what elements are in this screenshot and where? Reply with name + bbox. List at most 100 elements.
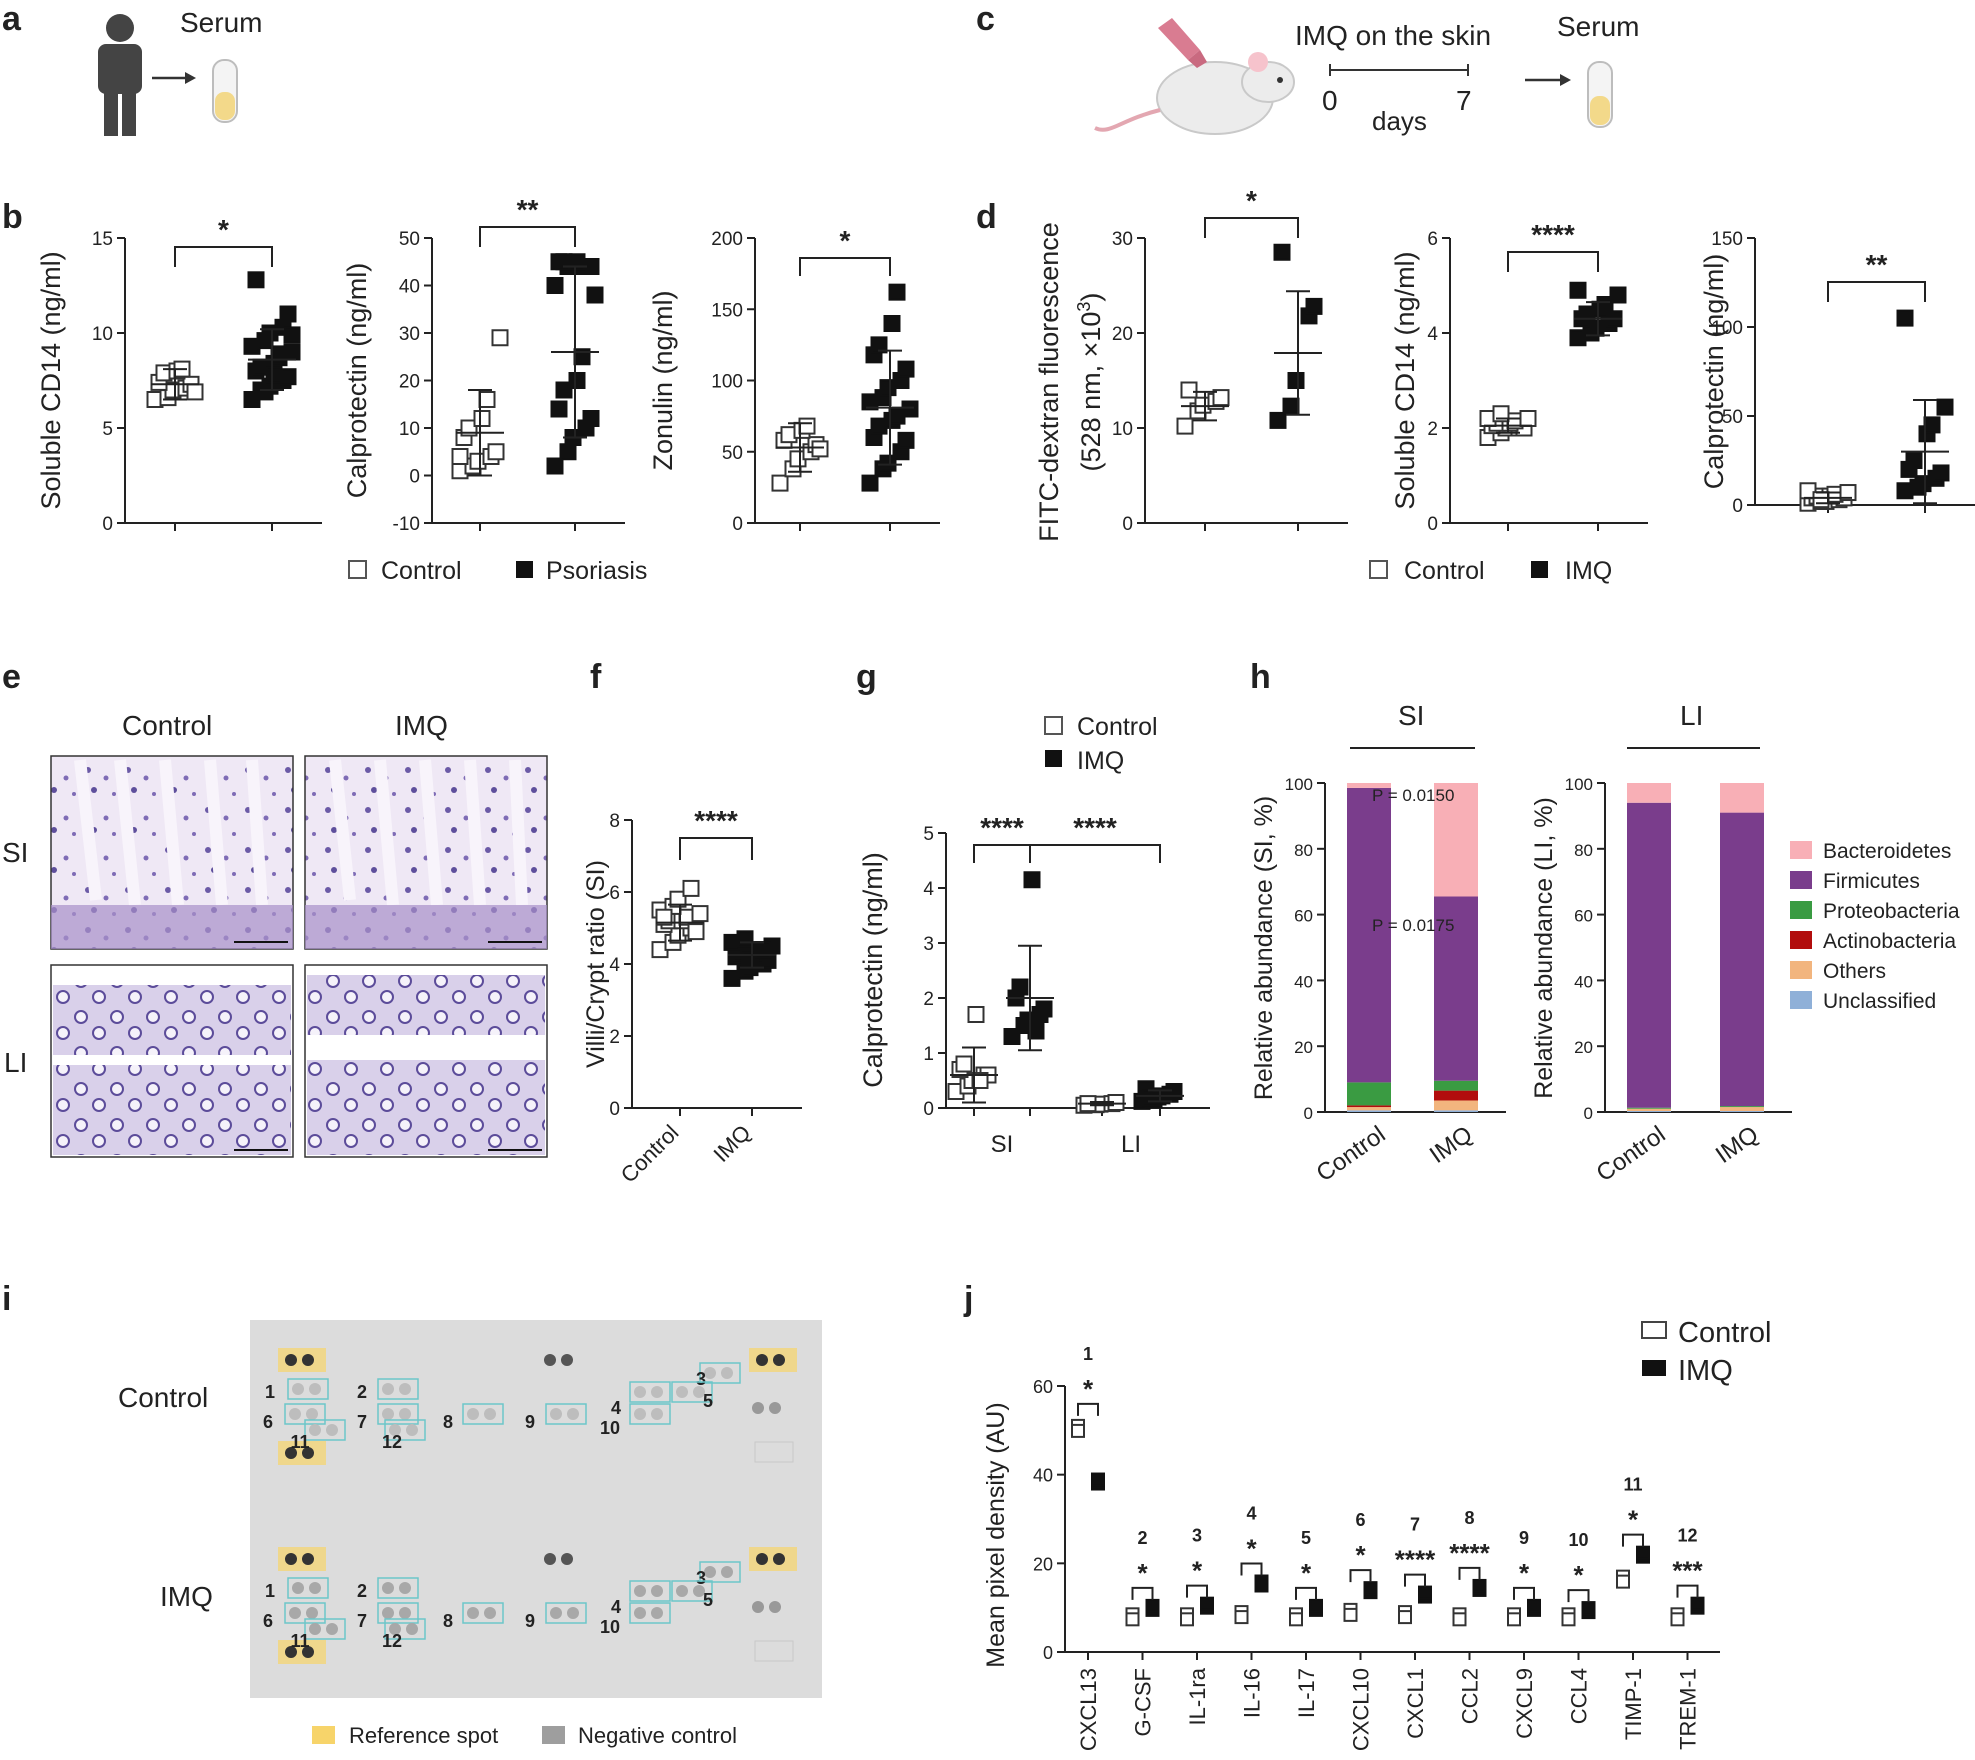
- chart-b-calprotectin: -10 0 10 20 30 40 50 Calprotectin (ng/ml) **: [342, 194, 625, 535]
- significance-bracket: [1404, 1573, 1426, 1587]
- array-spot: [326, 1424, 338, 1436]
- x-tick-label: CXCL10: [1349, 1668, 1374, 1751]
- reference-spot: [756, 1553, 768, 1565]
- legend-control-swatch: [1044, 716, 1063, 735]
- array-spot: [484, 1607, 496, 1619]
- bar-segment-actinobacteria: [1347, 1105, 1391, 1108]
- data-point-open: [1519, 410, 1537, 427]
- y-tick-label: 20: [1112, 324, 1133, 345]
- data-point-filled: [1527, 1598, 1541, 1613]
- panel-label-c: c: [976, 0, 995, 38]
- y-tick-label: 20: [1574, 1038, 1593, 1057]
- data-point-open: [1176, 417, 1194, 435]
- data-point-filled: [1363, 1581, 1378, 1596]
- legend-swatch-proteobacteria: [1790, 901, 1812, 919]
- legend-imq-label: IMQ: [1678, 1355, 1733, 1387]
- reference-label: Reference spot: [349, 1723, 498, 1748]
- e-si-label: SI: [2, 837, 28, 868]
- bar-segment-proteobacteria: [1720, 1106, 1764, 1108]
- array-spot: [561, 1553, 573, 1565]
- y-tick-label: 6: [609, 883, 620, 904]
- y-tick-label: 20: [1033, 1554, 1053, 1574]
- data-point-open: [473, 410, 491, 427]
- analyte-box: [377, 1602, 419, 1624]
- person-icon: [98, 14, 142, 136]
- chart-d-fitc-dextran: 0 10 20 30 FITC-dextran fluorescence (528 nm,…: [1034, 185, 1348, 542]
- y-tick-label: 50: [722, 443, 743, 464]
- data-point-filled: [568, 372, 586, 389]
- significance-label: ****: [1449, 1538, 1490, 1568]
- data-point-open: [1452, 1612, 1467, 1627]
- array-spot: [389, 1424, 401, 1436]
- data-point-filled: [1932, 464, 1950, 482]
- legend-imq-swatch: [1642, 1360, 1666, 1376]
- significance-label: ***: [1672, 1556, 1703, 1586]
- data-point-filled: [1035, 1000, 1053, 1018]
- data-point-filled: [1923, 416, 1941, 434]
- y-tick-label: 6: [1427, 229, 1438, 250]
- y-tick-label: 50: [1722, 407, 1743, 428]
- bar-segment-others: [1434, 1100, 1478, 1111]
- data-point-filled: [879, 454, 897, 472]
- array-spot: [406, 1424, 418, 1436]
- data-point-open: [1071, 1423, 1085, 1438]
- data-point-filled: [1282, 397, 1300, 415]
- analyte-box: [629, 1403, 671, 1425]
- day-0: 0: [1322, 85, 1338, 116]
- panel-label-h: h: [1250, 658, 1271, 696]
- array-spot: [484, 1408, 496, 1420]
- analyte-box: [377, 1403, 419, 1425]
- analyte-box: [377, 1378, 419, 1400]
- significance-bracket: [1507, 251, 1599, 272]
- chart-d-soluble-cd14: 0 2 4 6 Soluble CD14 (ng/ml) ****: [1390, 219, 1648, 535]
- x-tick-label: IL-1ra: [1185, 1667, 1210, 1725]
- y-tick-label: 100: [1285, 775, 1313, 794]
- data-point-filled: [1905, 452, 1923, 469]
- analyte-box: [629, 1602, 671, 1624]
- bar-segment-bacteroidetes: [1627, 783, 1671, 803]
- array-spot: [289, 1408, 301, 1420]
- y-tick-label: 80: [1574, 841, 1593, 860]
- data-point-filled: [888, 283, 906, 301]
- analyte-label: 9: [525, 1611, 535, 1631]
- significance-bracket: [1204, 217, 1299, 238]
- panel-a: a Serum: [2, 0, 262, 136]
- legend-psoriasis-swatch: [516, 561, 533, 578]
- legend-h: Bacteroidetes Firmicutes Proteobacteria Act…: [1790, 840, 1960, 1013]
- data-point-filled: [1145, 1598, 1160, 1613]
- data-point-open: [1343, 1607, 1358, 1622]
- reference-spot: [302, 1447, 314, 1459]
- reference-spot: [285, 1553, 297, 1565]
- y-tick-label: 0: [1584, 1104, 1593, 1123]
- data-point-open: [487, 443, 505, 461]
- y-axis-label: Calprotectin (ng/ml): [342, 263, 372, 499]
- y-tick-label: 30: [1112, 229, 1133, 250]
- bar-segment-others: [1347, 1107, 1391, 1111]
- cytokine-number: 4: [1246, 1504, 1256, 1524]
- y-axis-label: FITC-dextran fluorescence: [1034, 222, 1064, 542]
- analyte-label: 9: [525, 1412, 535, 1432]
- bar-segment-proteobacteria: [1434, 1080, 1478, 1091]
- reference-swatch: [312, 1726, 335, 1744]
- y-tick-label: 10: [92, 324, 113, 345]
- panel-label-b: b: [2, 198, 23, 236]
- y-tick-label: 80: [1294, 841, 1313, 860]
- array-spot: [406, 1623, 418, 1635]
- significance-bracket: [799, 257, 891, 276]
- legend-label-actinobacteria: Actinobacteria: [1823, 930, 1956, 953]
- significance-bracket: [679, 837, 753, 860]
- legend-imq-swatch: [1045, 750, 1062, 767]
- analyte-box: [287, 1577, 329, 1599]
- y-tick-label: 0: [1122, 514, 1133, 535]
- data-point-open: [1180, 381, 1198, 399]
- array-spot: [544, 1354, 556, 1366]
- array-spot: [550, 1408, 562, 1420]
- legend-swatch-firmicutes: [1790, 871, 1812, 889]
- array-spot: [651, 1386, 663, 1398]
- y-tick-label: 0: [1043, 1643, 1053, 1663]
- negative-control-spot: [752, 1601, 764, 1613]
- array-spot: [651, 1585, 663, 1597]
- data-point-filled: [550, 400, 568, 418]
- data-point-open: [1561, 1612, 1576, 1627]
- analyte-label: 7: [357, 1412, 367, 1432]
